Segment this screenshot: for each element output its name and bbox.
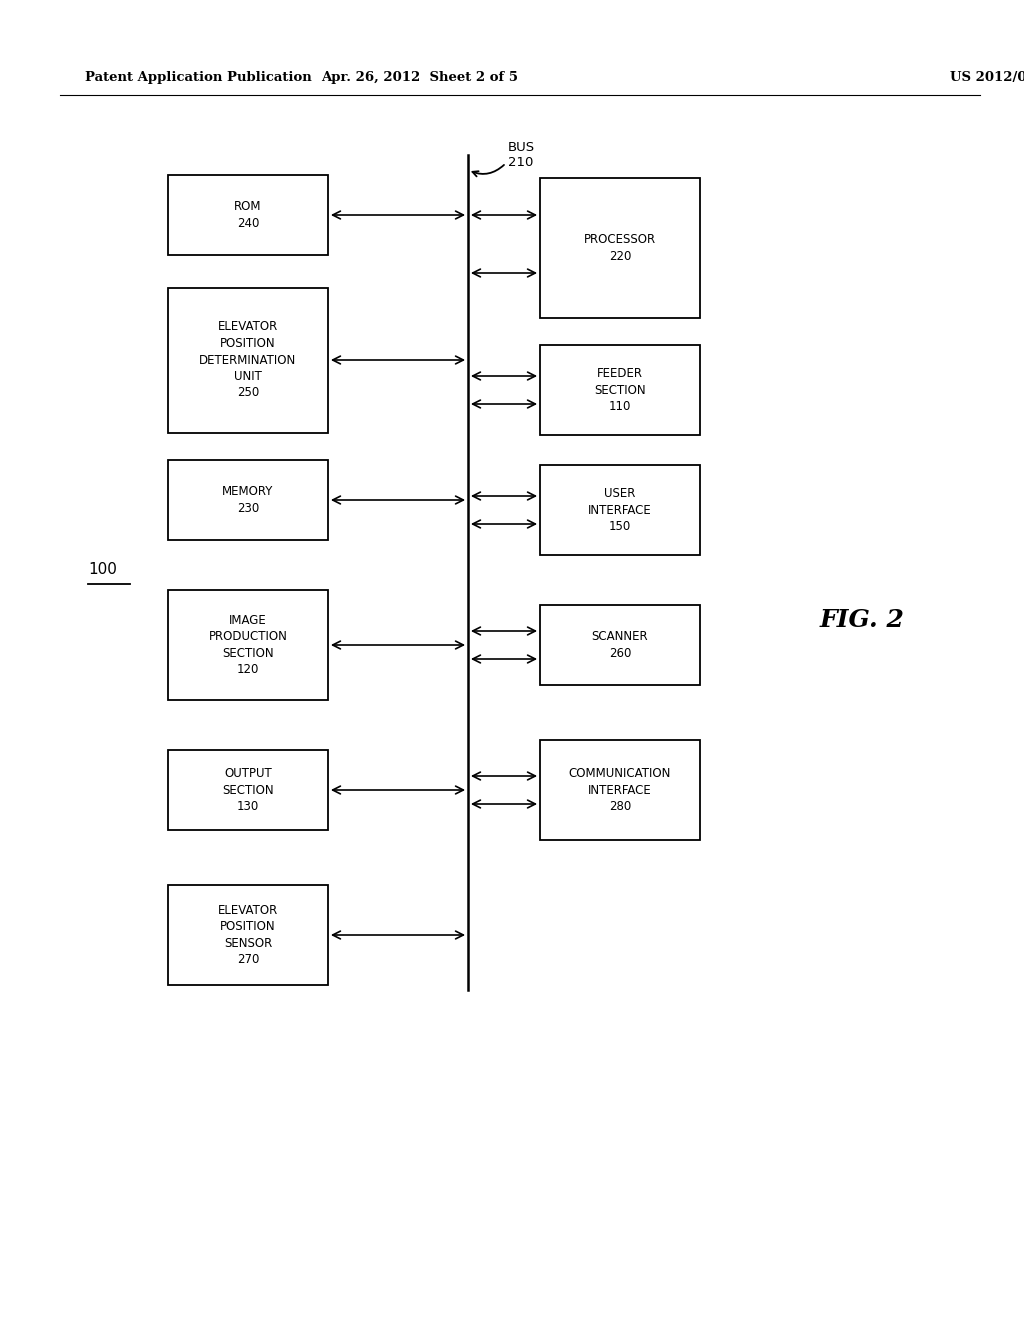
Text: USER
INTERFACE
150: USER INTERFACE 150 — [588, 487, 652, 533]
Text: MEMORY
230: MEMORY 230 — [222, 486, 273, 515]
Text: 100: 100 — [88, 562, 117, 578]
Text: OUTPUT
SECTION
130: OUTPUT SECTION 130 — [222, 767, 273, 813]
Bar — [540, 465, 700, 554]
Bar — [168, 884, 328, 985]
Bar — [168, 750, 328, 830]
Bar — [540, 605, 700, 685]
Text: Patent Application Publication: Patent Application Publication — [85, 71, 311, 84]
Bar — [540, 345, 700, 436]
Bar — [540, 741, 700, 840]
Text: IMAGE
PRODUCTION
SECTION
120: IMAGE PRODUCTION SECTION 120 — [209, 614, 288, 676]
Text: ELEVATOR
POSITION
SENSOR
270: ELEVATOR POSITION SENSOR 270 — [218, 904, 279, 966]
Bar — [168, 590, 328, 700]
Text: ELEVATOR
POSITION
DETERMINATION
UNIT
250: ELEVATOR POSITION DETERMINATION UNIT 250 — [200, 321, 297, 400]
Text: FIG. 2: FIG. 2 — [820, 609, 905, 632]
Bar — [168, 176, 328, 255]
Bar — [168, 288, 328, 433]
Text: COMMUNICATION
INTERFACE
280: COMMUNICATION INTERFACE 280 — [568, 767, 671, 813]
Text: US 2012/0098660 A1: US 2012/0098660 A1 — [950, 71, 1024, 84]
Bar — [540, 178, 700, 318]
Text: PROCESSOR
220: PROCESSOR 220 — [584, 234, 656, 263]
Text: FEEDER
SECTION
110: FEEDER SECTION 110 — [594, 367, 646, 413]
Text: Apr. 26, 2012  Sheet 2 of 5: Apr. 26, 2012 Sheet 2 of 5 — [322, 71, 518, 84]
Text: BUS
210: BUS 210 — [508, 141, 536, 169]
Text: ROM
240: ROM 240 — [234, 201, 262, 230]
Bar — [168, 459, 328, 540]
Text: SCANNER
260: SCANNER 260 — [592, 630, 648, 660]
